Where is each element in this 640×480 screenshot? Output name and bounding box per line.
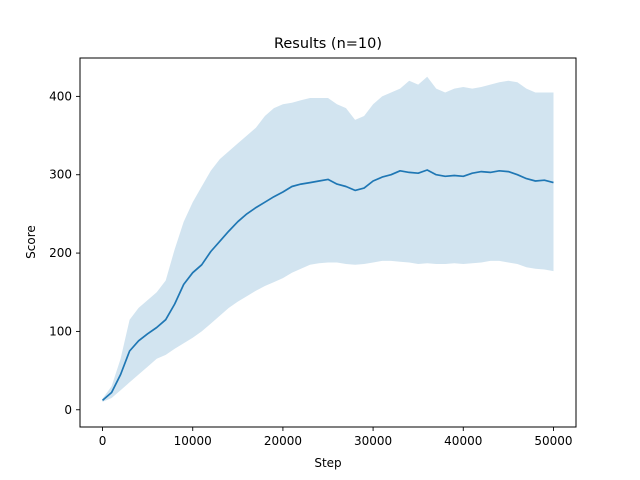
x-tick-label: 50000 <box>534 434 572 448</box>
y-tick-label: 300 <box>49 168 72 182</box>
x-tick-label: 20000 <box>264 434 302 448</box>
x-axis-label: Step <box>314 456 341 470</box>
mean-line-layer <box>101 169 554 402</box>
y-axis-label: Score <box>24 225 38 259</box>
x-tick-label: 40000 <box>444 434 482 448</box>
y-tick-label: 400 <box>49 89 72 103</box>
x-tick-label: 30000 <box>354 434 392 448</box>
chart-title: Results (n=10) <box>274 36 382 52</box>
y-tick-label: 200 <box>49 246 72 260</box>
plot-area-frame <box>79 57 577 428</box>
x-tick-label: 0 <box>99 434 107 448</box>
mean-line <box>101 169 554 402</box>
x-axis-ticks: 0 10000 20000 30000 40000 50000 <box>99 427 573 448</box>
x-tick-label: 10000 <box>174 434 212 448</box>
confidence-band <box>102 76 554 402</box>
y-tick-label: 100 <box>49 324 72 338</box>
y-tick-label: 0 <box>64 403 72 417</box>
y-axis-ticks: 0 100 200 300 400 <box>49 89 80 417</box>
confidence-band-layer <box>102 76 554 402</box>
